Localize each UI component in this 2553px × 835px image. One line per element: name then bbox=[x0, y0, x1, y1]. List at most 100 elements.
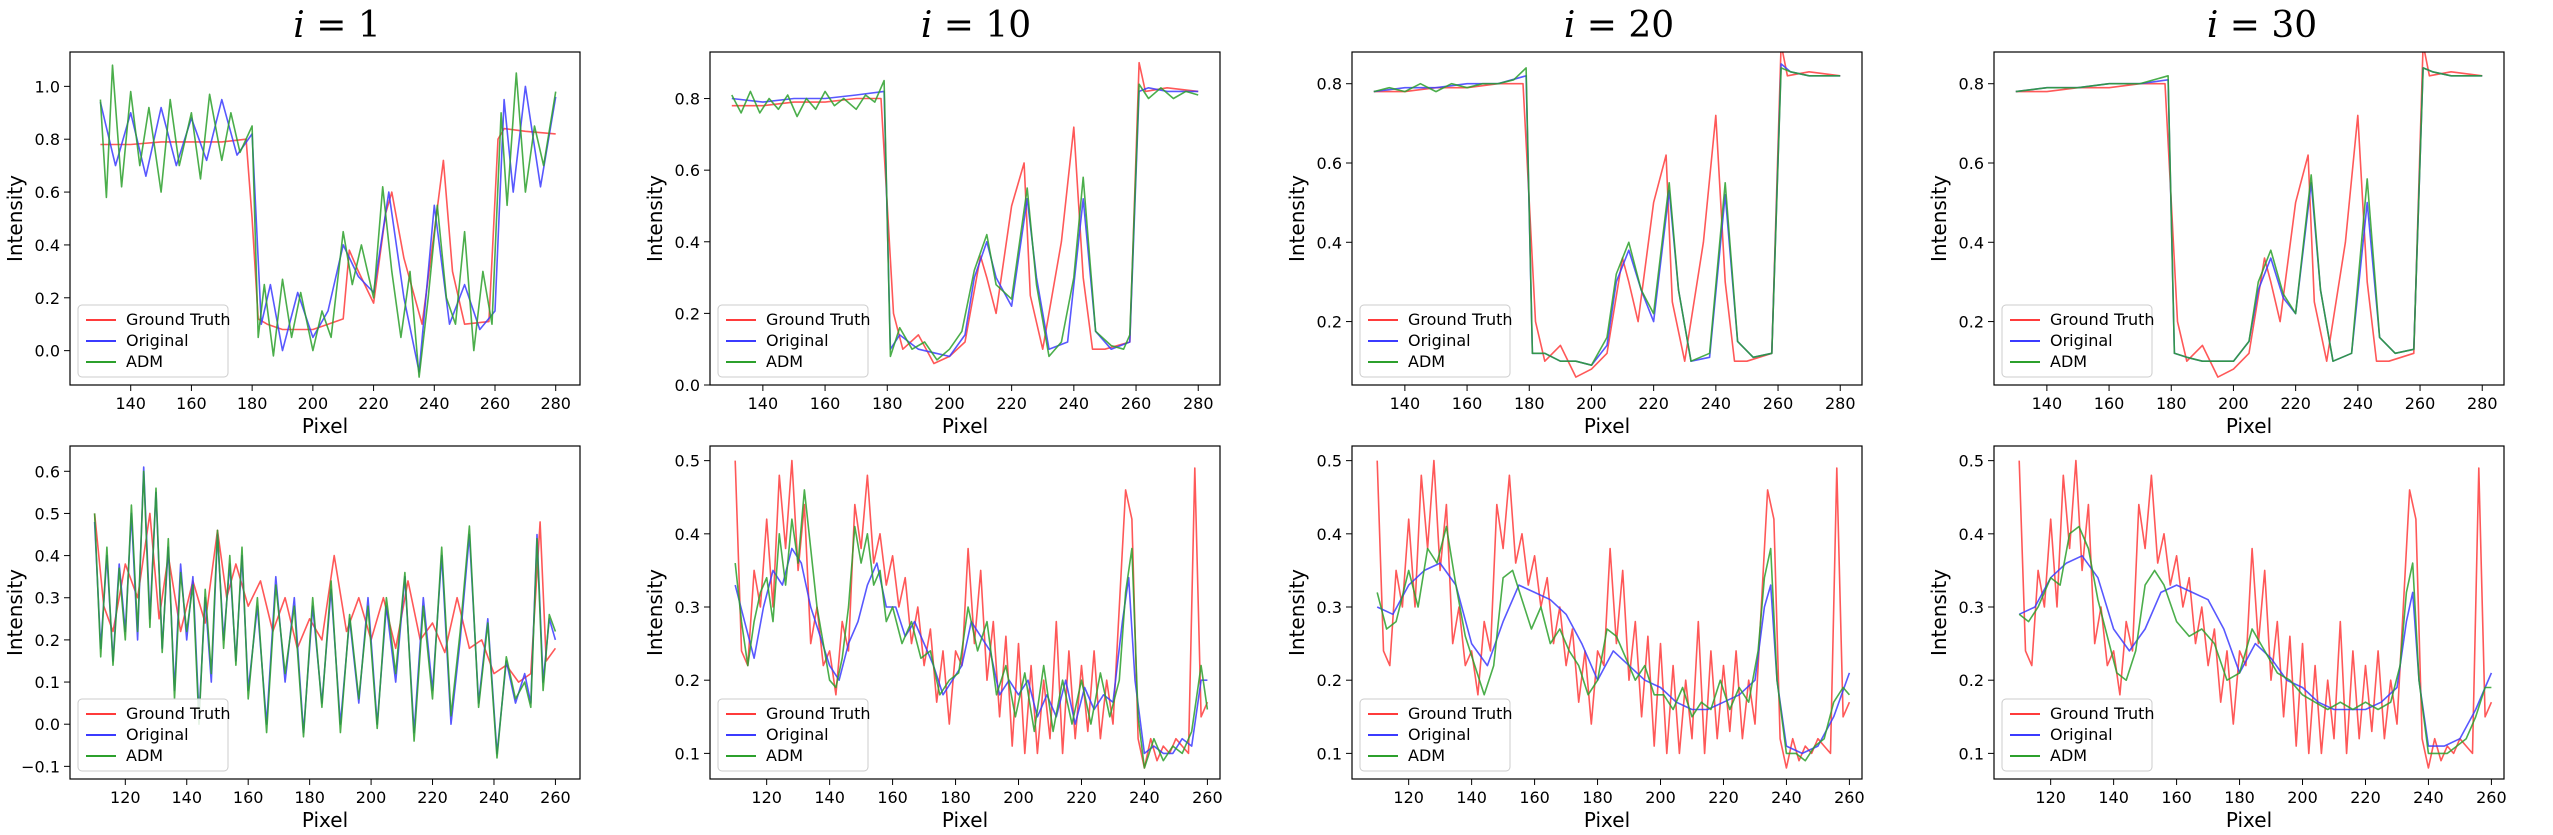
legend-label: Ground Truth bbox=[126, 310, 231, 329]
column-title-3: i = 20 bbox=[1564, 5, 1674, 46]
legend-label: Original bbox=[2050, 725, 2113, 744]
y-tick-label: 0.4 bbox=[35, 547, 60, 566]
x-tick-label: 160 bbox=[176, 394, 207, 413]
y-tick-label: 0.1 bbox=[35, 673, 60, 692]
legend-box bbox=[2001, 304, 2153, 378]
x-tick-label: 120 bbox=[2035, 788, 2066, 807]
x-tick-label: 260 bbox=[1192, 788, 1223, 807]
x-tick-label: 260 bbox=[2405, 394, 2436, 413]
legend-label: Ground Truth bbox=[1408, 704, 1513, 723]
x-tick-label: 280 bbox=[1825, 394, 1856, 413]
x-tick-label: 240 bbox=[2343, 394, 2374, 413]
x-tick-label: 220 bbox=[1638, 394, 1669, 413]
legend-label: Original bbox=[1408, 725, 1471, 744]
x-tick-label: 200 bbox=[356, 788, 387, 807]
x-tick-label: 180 bbox=[1514, 394, 1545, 413]
y-tick-label: 0.0 bbox=[35, 342, 60, 361]
y-tick-label: 0.5 bbox=[1959, 452, 1984, 471]
series-line-ground-truth bbox=[93, 512, 557, 683]
y-tick-label: 0.6 bbox=[1959, 154, 1984, 173]
subplot-r2-c3: 120 140 160 180 200 220 240 260 0.1 0.2 0.3 0.4 0.5 P… bbox=[1285, 445, 1865, 832]
y-tick-label: 0.8 bbox=[1317, 75, 1342, 94]
x-tick-label: 220 bbox=[358, 394, 389, 413]
x-tick-label: 260 bbox=[480, 394, 511, 413]
series-line-adm bbox=[2015, 67, 2483, 363]
plot-frame bbox=[1993, 51, 2505, 386]
series-lines bbox=[2018, 459, 2493, 769]
legend-box bbox=[717, 304, 869, 378]
y-tick-label: 0.2 bbox=[1959, 671, 1984, 690]
series-line-adm bbox=[93, 470, 557, 759]
y-tick-label: 0.1 bbox=[1317, 744, 1342, 763]
legend-label: Ground Truth bbox=[2050, 704, 2155, 723]
y-tick-label: 0.2 bbox=[1959, 313, 1984, 332]
x-tick-label: 140 bbox=[2032, 394, 2063, 413]
plot-frame bbox=[1993, 445, 2505, 780]
subplot-r1-c4: 140 160 180 200 220 240 260 280 0.2 0.4 0.6 0.8 Pixe… bbox=[1927, 51, 2505, 438]
legend: Ground Truth Original ADM bbox=[717, 698, 871, 772]
x-tick-label: 220 bbox=[996, 394, 1027, 413]
x-tick-label: 240 bbox=[419, 394, 450, 413]
y-tick-label: 0.6 bbox=[35, 462, 60, 481]
y-tick-label: 0.8 bbox=[1959, 75, 1984, 94]
series-lines bbox=[731, 61, 1199, 365]
x-axis-label: Pixel bbox=[942, 808, 988, 832]
y-tick-label: 0.3 bbox=[1317, 598, 1342, 617]
legend-box bbox=[2001, 698, 2153, 772]
x-tick-label: 220 bbox=[1708, 788, 1739, 807]
y-tick-label: 0.1 bbox=[1959, 744, 1984, 763]
y-tick-label: 0.0 bbox=[35, 715, 60, 734]
series-line-original bbox=[734, 547, 1208, 755]
y-tick-label: 0.5 bbox=[35, 504, 60, 523]
x-tick-label: 180 bbox=[872, 394, 903, 413]
x-tick-label: 240 bbox=[1059, 394, 1090, 413]
x-axis-label: Pixel bbox=[942, 414, 988, 438]
x-tick-label: 280 bbox=[2467, 394, 2498, 413]
x-tick-label: 180 bbox=[237, 394, 268, 413]
series-line-ground-truth bbox=[1376, 459, 1851, 769]
x-tick-label: 220 bbox=[2280, 394, 2311, 413]
series-line-adm bbox=[734, 489, 1209, 769]
x-tick-label: 200 bbox=[1003, 788, 1034, 807]
legend-label: ADM bbox=[766, 352, 803, 371]
x-tick-label: 140 bbox=[1390, 394, 1421, 413]
y-tick-label: 0.3 bbox=[675, 598, 700, 617]
y-axis-label: Intensity bbox=[1927, 175, 1951, 262]
column-title-2: i = 10 bbox=[921, 5, 1031, 46]
y-tick-label: 0.3 bbox=[1959, 598, 1984, 617]
series-lines bbox=[99, 64, 557, 378]
x-axis-label: Pixel bbox=[1584, 808, 1630, 832]
x-tick-label: 260 bbox=[540, 788, 571, 807]
legend-label: Original bbox=[126, 725, 189, 744]
series-line-ground-truth bbox=[2018, 459, 2493, 769]
x-tick-label: 200 bbox=[298, 394, 329, 413]
x-axis-label: Pixel bbox=[302, 414, 348, 438]
plot-frame bbox=[709, 51, 1221, 386]
legend: Ground Truth Original ADM bbox=[1359, 698, 1513, 772]
y-tick-label: 0.5 bbox=[1317, 452, 1342, 471]
x-tick-label: 160 bbox=[877, 788, 908, 807]
x-tick-label: 260 bbox=[1121, 394, 1152, 413]
x-tick-label: 120 bbox=[1393, 788, 1424, 807]
legend-label: ADM bbox=[766, 746, 803, 765]
column-title-1: i = 1 bbox=[293, 5, 380, 46]
x-tick-label: 280 bbox=[540, 394, 571, 413]
x-tick-label: 200 bbox=[2287, 788, 2318, 807]
series-lines bbox=[1376, 459, 1851, 769]
plot-frame bbox=[69, 445, 581, 780]
legend-label: ADM bbox=[126, 746, 163, 765]
y-axis-label: Intensity bbox=[643, 569, 667, 656]
legend-label: Original bbox=[766, 331, 829, 350]
y-tick-label: 0.2 bbox=[35, 289, 60, 308]
legend: Ground Truth Original ADM bbox=[717, 304, 871, 378]
plot-frame bbox=[1351, 51, 1863, 386]
y-tick-label: 0.6 bbox=[35, 183, 60, 202]
x-axis-label: Pixel bbox=[2226, 414, 2272, 438]
legend: Ground Truth Original ADM bbox=[77, 698, 231, 772]
x-tick-label: 240 bbox=[1701, 394, 1732, 413]
subplot-r1-c1: 140 160 180 200 220 240 260 280 0.0 0.2 0.4 0.6 0.8 1… bbox=[3, 51, 581, 438]
y-tick-label: 0.4 bbox=[1959, 233, 1984, 252]
x-tick-label: 180 bbox=[294, 788, 325, 807]
x-tick-label: 140 bbox=[115, 394, 146, 413]
